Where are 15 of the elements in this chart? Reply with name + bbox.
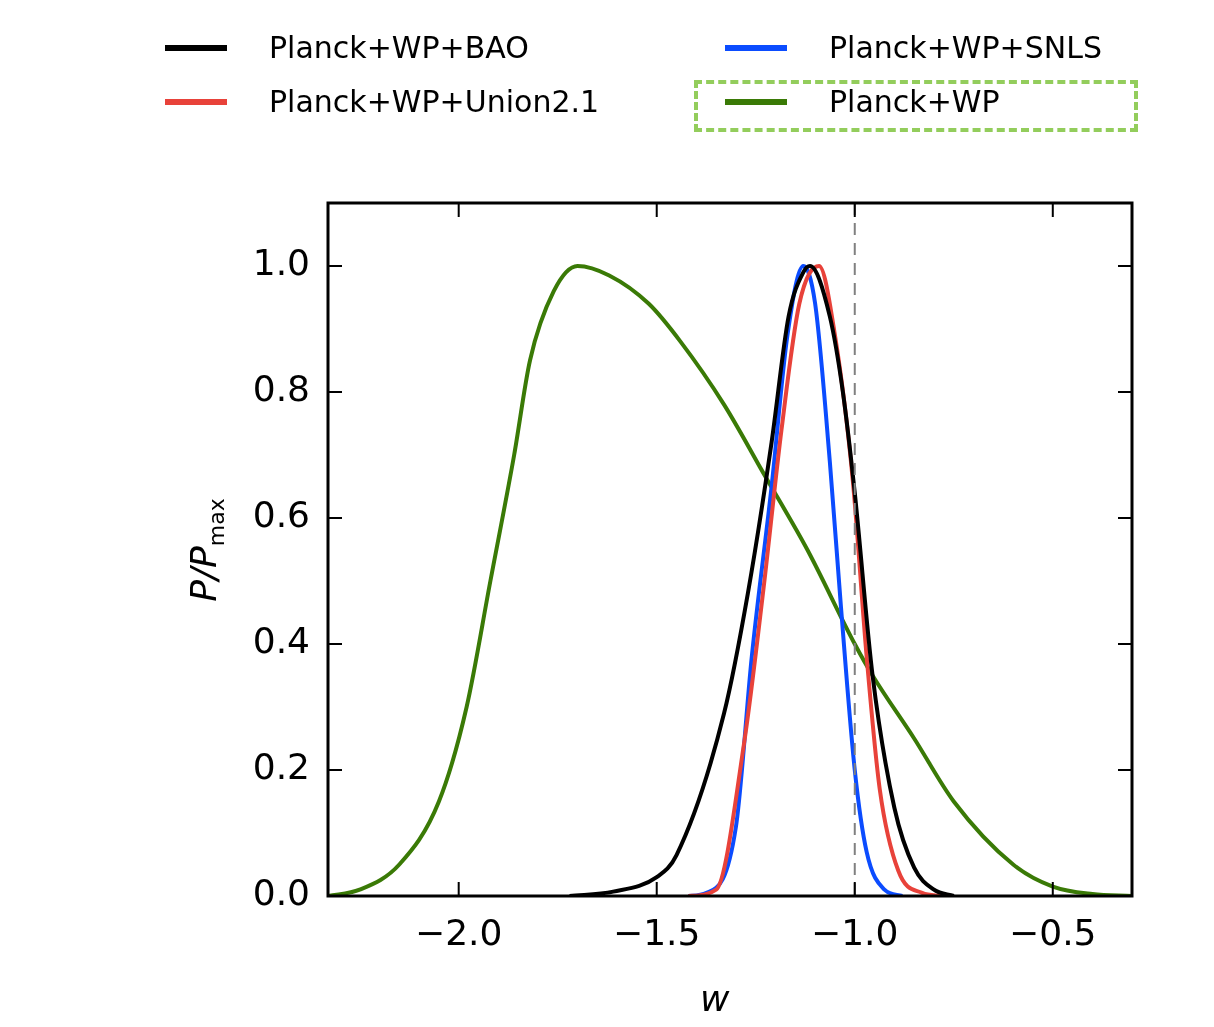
x-axis-title: w bbox=[700, 978, 730, 1019]
y-tick-label: 1.0 bbox=[252, 242, 310, 284]
legend-label: Planck+WP+Union2.1 bbox=[269, 84, 600, 120]
x-tick-label: −1.0 bbox=[811, 911, 899, 953]
x-tick-label: −2.0 bbox=[414, 911, 503, 953]
legend-label: Planck+WP bbox=[829, 84, 1000, 120]
x-tick-label: −0.5 bbox=[1009, 911, 1097, 953]
legend-label: Planck+WP+SNLS bbox=[829, 30, 1102, 66]
y-tick-label: 0.0 bbox=[252, 872, 310, 914]
x-tick-label: −1.5 bbox=[613, 911, 701, 953]
y-tick-label: 0.6 bbox=[252, 494, 310, 536]
y-tick-label: 0.8 bbox=[252, 368, 310, 410]
y-tick-label: 0.2 bbox=[252, 746, 310, 788]
legend-label: Planck+WP+BAO bbox=[269, 30, 529, 66]
y-tick-label: 0.4 bbox=[252, 620, 310, 662]
